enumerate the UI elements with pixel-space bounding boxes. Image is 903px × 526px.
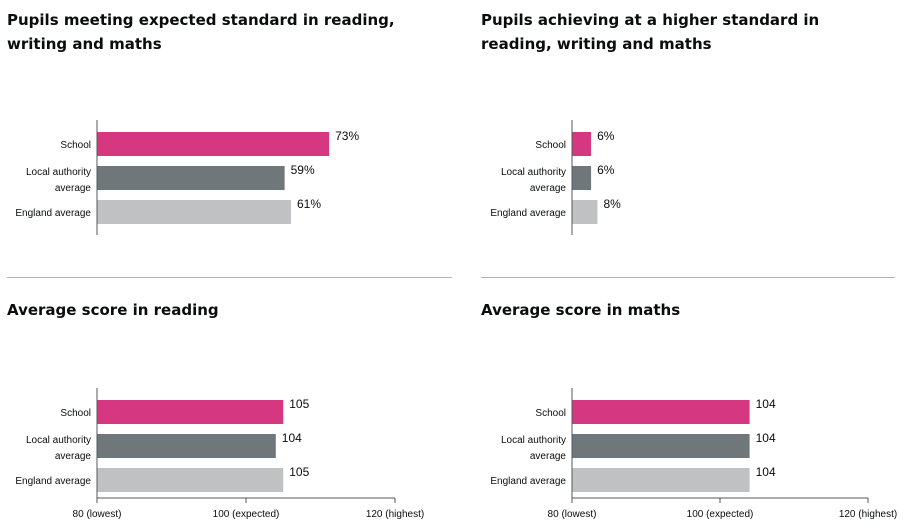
bar-england [572, 468, 750, 492]
value-label: 104 [756, 397, 776, 411]
bar-england [97, 468, 284, 492]
category-label: Local authority average [501, 167, 566, 194]
chart-title: Pupils meeting expected standard in read… [7, 11, 395, 53]
bar-chart-maths-score: School Local authority average England aver… [490, 388, 897, 520]
category-label: Local authority average [26, 435, 91, 462]
bar-school [97, 132, 330, 156]
bar-local-authority [572, 166, 592, 190]
value-label: 73% [335, 129, 359, 143]
bar-local-authority [97, 434, 276, 458]
value-label: 105 [289, 465, 309, 479]
bar-school [572, 400, 750, 424]
chart-title: Average score in reading [7, 301, 219, 319]
value-label: 104 [756, 465, 776, 479]
category-label: School [60, 408, 91, 419]
chart-title: Average score in maths [481, 301, 681, 319]
value-label: 105 [289, 397, 309, 411]
value-label: 6% [597, 163, 615, 177]
bar-england [97, 200, 291, 224]
value-label: 104 [756, 431, 776, 445]
category-label: School [535, 408, 566, 419]
category-label: School [535, 140, 566, 151]
category-label: School [60, 140, 91, 151]
category-label: Local authority average [501, 435, 566, 462]
x-tick-label: 100 (expected) [213, 509, 280, 520]
category-label: England average [490, 476, 566, 487]
category-label: England average [15, 476, 91, 487]
bar-school [572, 132, 592, 156]
bar-school [97, 400, 284, 424]
chart-title: Pupils achieving at a higher standard in… [481, 11, 820, 53]
x-tick-label: 80 (lowest) [548, 509, 597, 520]
bar-england [572, 200, 598, 224]
value-label: 61% [297, 197, 321, 211]
value-label: 8% [603, 197, 621, 211]
category-label: England average [490, 208, 566, 219]
x-tick-label: 120 (highest) [366, 509, 424, 520]
category-label: Local authority average [26, 167, 91, 194]
category-label: England average [15, 208, 91, 219]
value-label: 104 [282, 431, 302, 445]
bar-chart-reading-score: School Local authority average England aver… [15, 388, 424, 520]
section-divider-left [7, 277, 452, 278]
bar-chart-higher-standard: School Local authority average England aver… [490, 120, 621, 235]
x-tick-label: 100 (expected) [687, 509, 754, 520]
value-label: 6% [597, 129, 615, 143]
bar-local-authority [97, 166, 285, 190]
bar-chart-expected-standard: School Local authority average England aver… [15, 120, 359, 235]
section-divider-right [481, 277, 895, 278]
x-tick-label: 80 (lowest) [73, 509, 122, 520]
value-label: 59% [291, 163, 315, 177]
x-tick-label: 120 (highest) [839, 509, 897, 520]
bar-local-authority [572, 434, 750, 458]
